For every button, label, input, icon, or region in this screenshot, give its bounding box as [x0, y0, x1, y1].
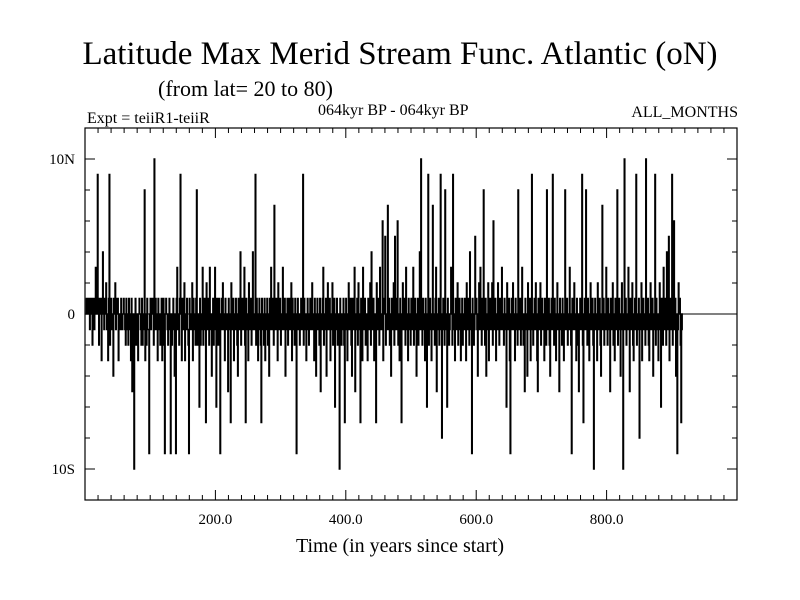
x-tick-label: 800.0	[590, 512, 624, 528]
x-tick-label: 200.0	[199, 512, 233, 528]
x-axis-label: Time (in years since start)	[295, 535, 505, 557]
series-line	[85, 158, 683, 470]
x-tick-label: 600.0	[459, 512, 493, 528]
x-tick-label: 400.0	[329, 512, 363, 528]
experiment-label: Expt = teiiR1-teiiR	[87, 110, 210, 127]
y-tick-label: 10S	[52, 462, 75, 478]
months-label: ALL_MONTHS	[631, 104, 738, 121]
y-tick-label: 10N	[49, 152, 75, 168]
tick-labels: 200.0 400.0 600.0 800.0 10N 0 10S	[49, 152, 623, 528]
chart-subtitle: (from lat= 20 to 80)	[158, 76, 333, 101]
y-tick-label: 0	[68, 307, 76, 323]
period-label: 064kyr BP - 064kyr BP	[318, 102, 469, 119]
series-layer	[85, 158, 683, 470]
chart-title: Latitude Max Merid Stream Func. Atlantic…	[82, 36, 718, 72]
plot-frame	[84, 127, 738, 501]
